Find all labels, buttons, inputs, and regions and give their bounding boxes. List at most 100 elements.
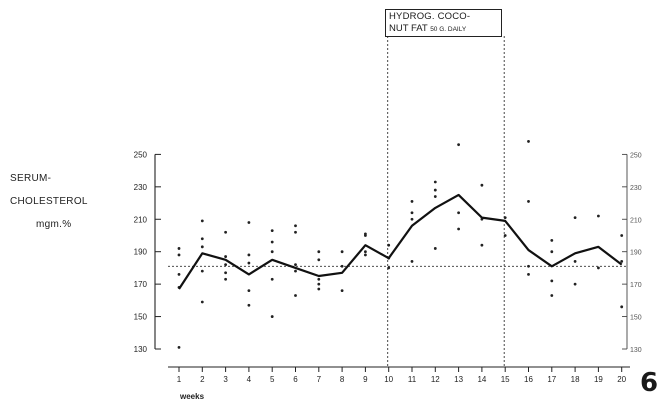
x-tick-label: 1	[177, 375, 182, 384]
x-tick-label: 5	[270, 375, 275, 384]
y-tick-label-right: 130	[630, 347, 642, 354]
mean-line	[178, 193, 623, 290]
x-tick-label: 15	[501, 375, 510, 384]
data-point	[247, 289, 251, 293]
ylabel-line-2: CHOLESTEROL	[10, 196, 88, 207]
data-point	[527, 140, 530, 143]
y-tick-label: 210	[134, 215, 148, 224]
y-tick-label-right: 230	[630, 185, 642, 192]
data-point	[550, 238, 554, 242]
reference-lines	[168, 36, 627, 367]
ylabel-line-1: SERUM-	[10, 173, 52, 184]
x-tick-label: 2	[200, 375, 205, 384]
data-point	[224, 255, 228, 258]
data-point	[410, 200, 414, 203]
data-point	[410, 211, 414, 215]
data-point	[573, 260, 577, 263]
y-tick-label-right: 170	[630, 282, 642, 289]
data-point	[433, 195, 437, 198]
data-point	[247, 303, 251, 307]
data-point	[294, 269, 297, 273]
x-tick-label: 20	[617, 375, 626, 384]
y-tick-label: 230	[134, 183, 148, 192]
data-point	[527, 200, 530, 203]
scatter-points	[177, 140, 624, 349]
data-point	[573, 282, 577, 286]
data-point	[177, 273, 181, 276]
data-point	[527, 273, 530, 276]
data-point	[200, 237, 204, 241]
tick-labels: 130 150 170 190 210 230 250 130 150 170 190 210 230 2…	[134, 150, 642, 401]
data-point	[247, 221, 251, 224]
x-tick-label: 16	[524, 375, 533, 384]
x-tick-label: 9	[363, 375, 368, 384]
data-point	[480, 243, 484, 247]
data-point	[200, 300, 204, 304]
ylabel-line-3: mgm.%	[36, 219, 72, 230]
y-tick-label: 150	[134, 313, 148, 322]
x-tick-label: 4	[247, 375, 252, 384]
data-point	[480, 183, 484, 187]
data-point	[433, 188, 437, 192]
treatment-label-line2: NUT FAT 50 G. DAILY	[389, 23, 466, 34]
y-tick-label: 130	[134, 345, 148, 354]
x-tick-label: 12	[431, 375, 440, 384]
data-point	[270, 240, 274, 244]
y-tick-label: 190	[134, 248, 148, 257]
chart-axes	[154, 153, 630, 372]
data-point	[364, 234, 367, 237]
data-point	[503, 216, 507, 220]
y-tick-label-right: 210	[630, 217, 642, 224]
data-point	[433, 180, 437, 184]
x-tick-label: 17	[547, 375, 556, 384]
data-point	[620, 234, 624, 237]
treatment-label-dose: 50 G. DAILY	[430, 26, 467, 33]
data-point	[294, 230, 297, 234]
x-tick-label: 19	[594, 375, 603, 384]
data-point	[550, 250, 554, 254]
x-tick-label: 14	[477, 375, 486, 384]
x-tick-label: 7	[317, 375, 322, 384]
figure-number: 6	[640, 368, 659, 398]
data-point	[457, 143, 460, 147]
data-point	[527, 264, 530, 268]
x-tick-label: 8	[340, 375, 345, 384]
y-tick-label-right: 150	[630, 315, 642, 322]
data-point	[224, 230, 228, 234]
data-point	[550, 294, 554, 297]
data-point	[387, 266, 391, 270]
data-point	[457, 211, 460, 215]
data-point	[247, 261, 251, 265]
treatment-label-main: NUT FAT	[389, 23, 428, 34]
x-tick-label: 18	[571, 375, 580, 384]
data-point	[597, 266, 600, 270]
y-tick-label-right: 250	[630, 152, 642, 159]
y-tick-label-right: 190	[630, 250, 642, 257]
data-point	[177, 345, 181, 349]
y-tick-label: 250	[134, 150, 148, 159]
data-point	[457, 227, 460, 231]
data-point	[317, 282, 321, 286]
data-point	[364, 253, 367, 257]
treatment-label-line1: HYDROG. COCO-	[389, 11, 471, 22]
data-point	[340, 250, 344, 254]
data-point	[317, 277, 321, 281]
data-point	[270, 229, 274, 233]
y-tick-label: 170	[134, 280, 148, 289]
data-point	[294, 263, 297, 267]
data-point	[550, 279, 554, 283]
data-point	[294, 294, 297, 297]
data-point	[177, 247, 181, 250]
x-axis-label: weeks	[179, 392, 205, 401]
data-point	[177, 253, 181, 257]
data-point	[597, 214, 600, 218]
data-point	[573, 216, 577, 220]
data-point	[317, 258, 321, 262]
mean-series-line	[178, 193, 623, 290]
x-tick-label: 11	[408, 375, 417, 384]
data-point	[433, 247, 437, 250]
data-point	[387, 243, 391, 247]
data-point	[270, 277, 274, 281]
data-point	[270, 250, 274, 254]
